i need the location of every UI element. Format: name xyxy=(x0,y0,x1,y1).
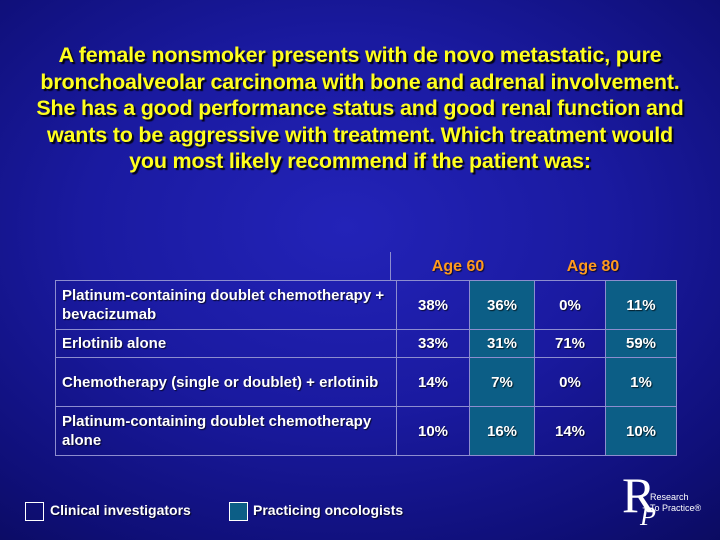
value-age60-clinical: 33% xyxy=(396,329,470,358)
table-row: Chemotherapy (single or doublet) + erlot… xyxy=(55,357,677,407)
legend-swatch-practicing xyxy=(229,502,248,521)
value-age80-practicing: 10% xyxy=(605,406,677,456)
value-age80-practicing: 11% xyxy=(605,280,677,330)
option-label: Platinum-containing doublet chemotherapy… xyxy=(55,280,397,330)
option-label: Platinum-containing doublet chemotherapy… xyxy=(55,406,397,456)
value-age60-practicing: 36% xyxy=(469,280,535,330)
value-age60-practicing: 16% xyxy=(469,406,535,456)
value-age80-clinical: 71% xyxy=(534,329,606,358)
legend-swatch-clinical xyxy=(25,502,44,521)
logo-text-line1: Research xyxy=(650,492,689,502)
value-age80-practicing: 1% xyxy=(605,357,677,407)
value-age60-clinical: 14% xyxy=(396,357,470,407)
results-table: Platinum-containing doublet chemotherapy… xyxy=(55,280,677,456)
header-divider xyxy=(390,252,391,280)
value-age80-clinical: 14% xyxy=(534,406,606,456)
legend-label-clinical: Clinical investigators xyxy=(50,502,191,518)
option-label: Chemotherapy (single or doublet) + erlot… xyxy=(55,357,397,407)
logo-letter-r: R xyxy=(622,467,656,523)
value-age60-clinical: 10% xyxy=(396,406,470,456)
table-row: Platinum-containing doublet chemotherapy… xyxy=(55,406,677,456)
age-60-header: Age 60 xyxy=(431,258,485,275)
table-row: Erlotinib alone 33% 31% 71% 59% xyxy=(55,329,677,358)
value-age80-practicing: 59% xyxy=(605,329,677,358)
legend-label-practicing: Practicing oncologists xyxy=(253,502,404,518)
research-to-practice-logo: R P Research To Practice® xyxy=(622,470,718,536)
slide-title: A female nonsmoker presents with de novo… xyxy=(36,43,684,173)
value-age60-clinical: 38% xyxy=(396,280,470,330)
logo-text: Research To Practice® xyxy=(650,492,701,514)
logo-letter-p: P xyxy=(640,502,656,531)
value-age80-clinical: 0% xyxy=(534,357,606,407)
logo-text-line2: To Practice® xyxy=(650,503,702,513)
value-age60-practicing: 31% xyxy=(469,329,535,358)
value-age60-practicing: 7% xyxy=(469,357,535,407)
age-80-header: Age 80 xyxy=(566,258,620,275)
option-label: Erlotinib alone xyxy=(55,329,397,358)
table-row: Platinum-containing doublet chemotherapy… xyxy=(55,280,677,330)
value-age80-clinical: 0% xyxy=(534,280,606,330)
